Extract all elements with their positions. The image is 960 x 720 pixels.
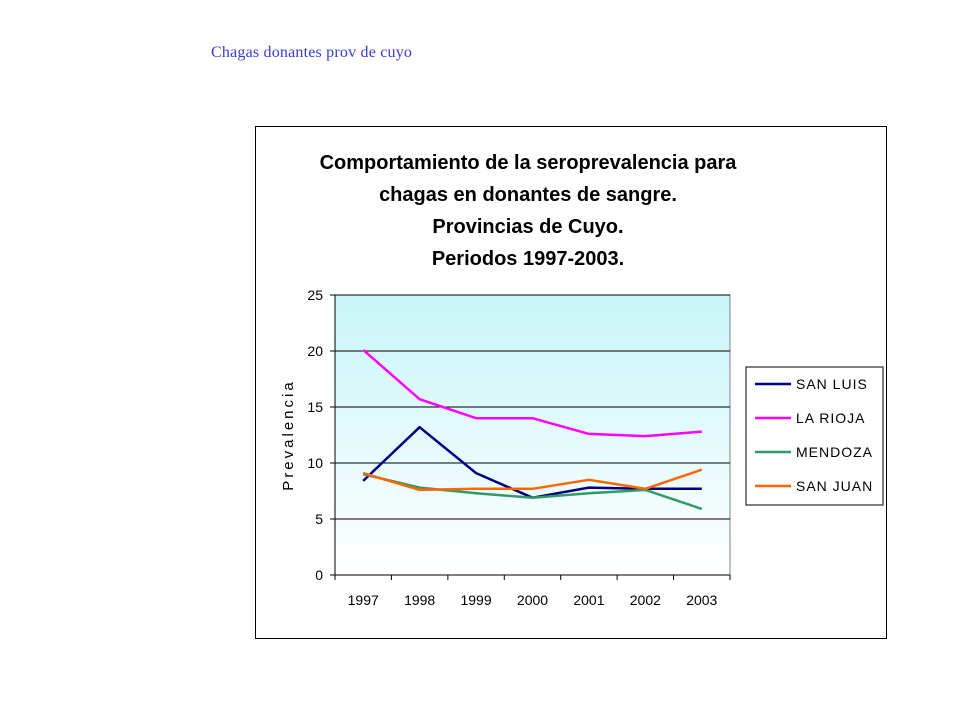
- page-caption: Chagas donantes prov de cuyo: [211, 44, 413, 61]
- y-tick-label: 10: [307, 455, 323, 471]
- legend-label: MENDOZA: [796, 444, 873, 460]
- x-tick-label: 2000: [517, 592, 548, 608]
- y-tick-label: 0: [315, 567, 323, 583]
- line-chart: Comportamiento de la seroprevalencia par…: [280, 152, 884, 608]
- x-tick-label: 1998: [404, 592, 435, 608]
- legend-label: LA RIOJA: [796, 410, 865, 426]
- y-axis-label: Prevalencia: [280, 379, 297, 490]
- chart-title-line-3: Provincias de Cuyo.: [432, 216, 623, 238]
- legend-label: SAN JUAN: [796, 478, 873, 494]
- x-tick-label: 2003: [686, 592, 717, 608]
- y-tick-label: 20: [307, 343, 323, 359]
- y-tick-label: 5: [315, 511, 323, 527]
- x-tick-label: 1999: [460, 592, 491, 608]
- gridlines: [335, 294, 730, 520]
- chart-title-line-2: chagas en donantes de sangre.: [379, 184, 677, 206]
- x-tick-label: 2002: [630, 592, 661, 608]
- x-tick-label: 1997: [348, 592, 379, 608]
- series-line-la-rioja: [362, 348, 702, 438]
- axes: 0 5 10 15 20 25 1997 1998 1999 2000 2001 2002 2003: [307, 287, 731, 608]
- series-line-san-juan: [362, 468, 703, 492]
- series-lines: [362, 348, 703, 511]
- chart-title-line-4: Periodos 1997-2003.: [432, 248, 624, 270]
- chart-title-line-1: Comportamiento de la seroprevalencia par…: [320, 152, 738, 174]
- y-tick-label: 25: [307, 287, 323, 303]
- x-tick-label: 2001: [573, 592, 604, 608]
- legend-label: SAN LUIS: [796, 376, 868, 392]
- legend-box: [745, 366, 884, 506]
- chart-frame: Comportamiento de la seroprevalencia par…: [255, 126, 887, 639]
- chart-title: Comportamiento de la seroprevalencia par…: [320, 152, 738, 270]
- y-tick-label: 15: [307, 399, 323, 415]
- legend: SAN LUIS LA RIOJA MENDOZA SAN JUAN: [745, 366, 884, 506]
